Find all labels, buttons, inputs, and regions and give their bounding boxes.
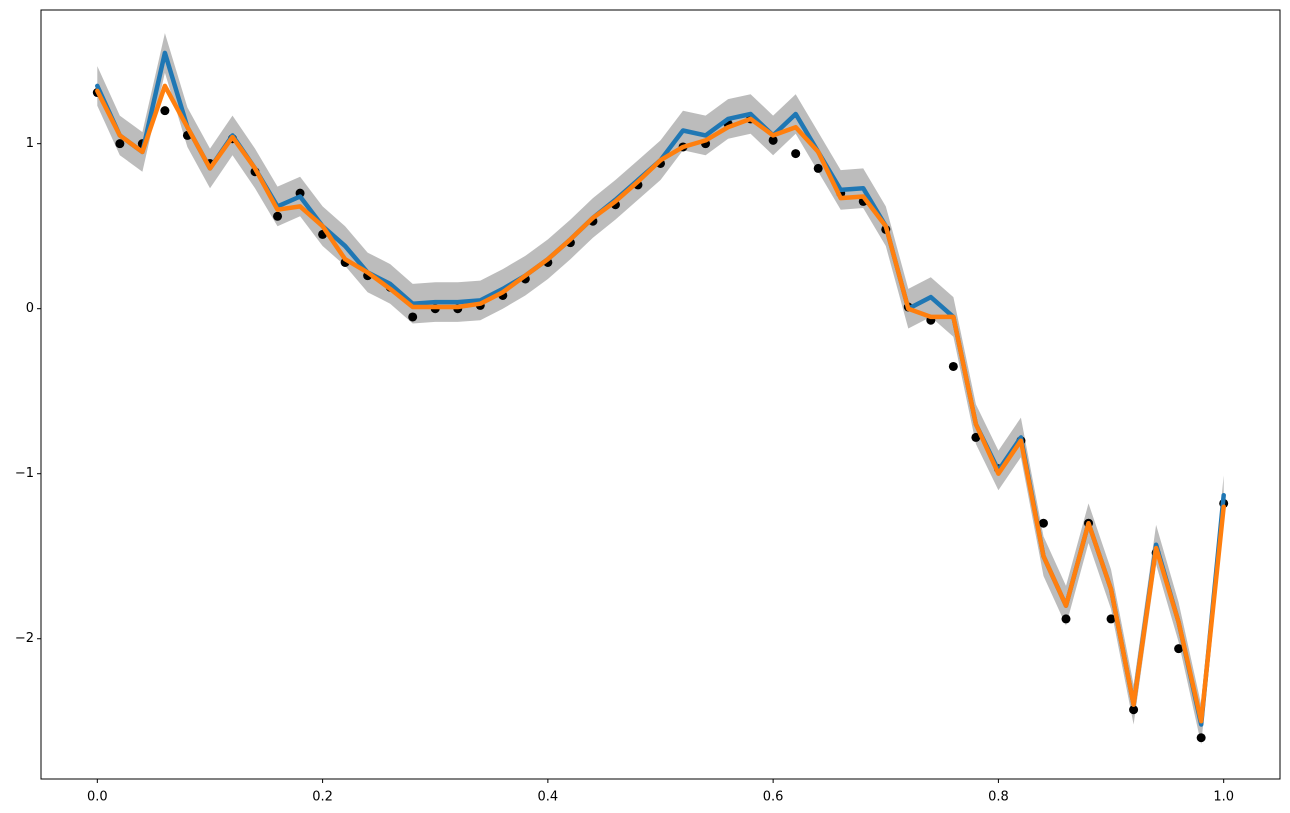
scatter-point <box>791 149 801 159</box>
scatter-point <box>768 135 778 145</box>
scatter-point <box>115 139 125 149</box>
x-tick-label: 0.6 <box>763 790 784 805</box>
scatter-point <box>1174 644 1184 654</box>
y-tick-label: 0 <box>26 301 34 316</box>
x-tick-label: 0.2 <box>312 790 333 805</box>
scatter-point <box>160 106 170 116</box>
scatter-point <box>1196 733 1206 743</box>
x-tick-label: 0.8 <box>988 790 1009 805</box>
y-tick-label: −2 <box>15 631 34 646</box>
plot-area <box>92 33 1229 745</box>
scatter-point <box>1038 518 1048 528</box>
scatter-point <box>408 312 418 322</box>
series-line <box>95 83 1226 724</box>
x-tick-label: 1.0 <box>1213 790 1234 805</box>
y-tick-label: 1 <box>26 136 34 151</box>
confidence-band <box>97 33 1224 745</box>
x-tick-label: 0.4 <box>538 790 559 805</box>
scatter-point <box>948 361 958 371</box>
scatter-point <box>971 432 981 442</box>
scatter-point <box>273 211 283 221</box>
axes-frame <box>40 9 1281 780</box>
scatter-point <box>813 163 823 173</box>
y-tick-label: −1 <box>15 466 34 481</box>
scatter-point <box>1129 705 1139 715</box>
x-tick-label: 0.0 <box>87 790 108 805</box>
scatter-point <box>1061 614 1071 624</box>
scatter-point <box>1106 614 1116 624</box>
